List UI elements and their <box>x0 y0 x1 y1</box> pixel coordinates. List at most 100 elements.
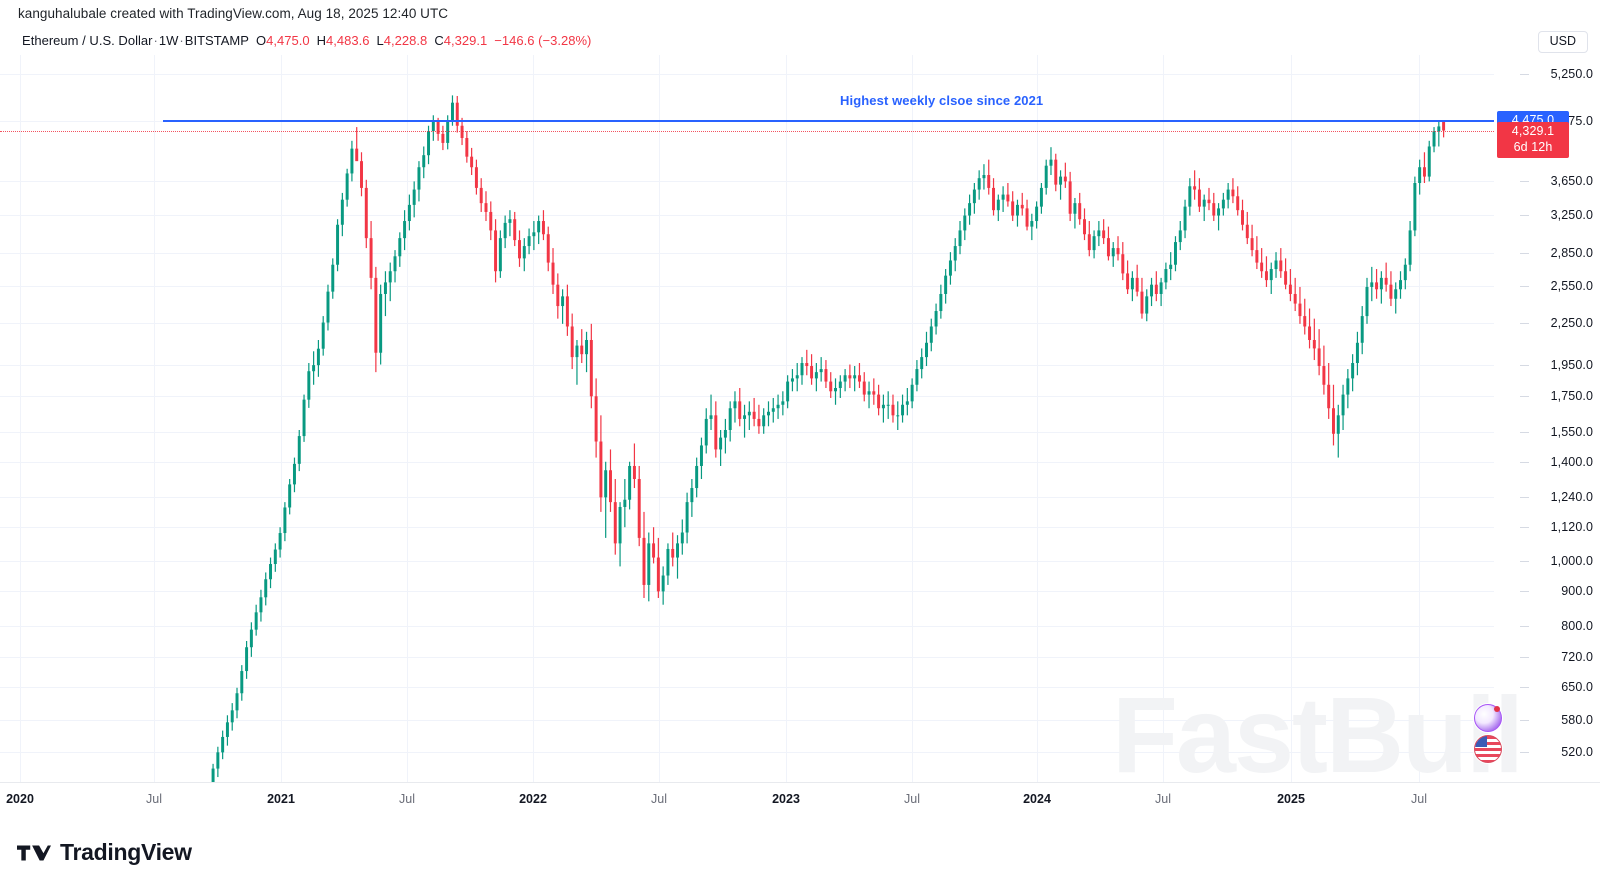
corner-icon-group <box>1474 704 1504 766</box>
chart-annotation-label[interactable]: Highest weekly clsoe since 2021 <box>840 92 1044 108</box>
currency-badge[interactable]: USD <box>1537 31 1588 53</box>
legend-separator-1: · <box>153 33 158 48</box>
candlestick-series <box>211 95 1446 782</box>
gridline-vertical <box>1291 55 1292 782</box>
price-tick-mark <box>1520 560 1529 562</box>
time-axis-label: 2020 <box>6 792 34 806</box>
tradingview-logo-icon <box>17 844 51 861</box>
price-tick-mark <box>1520 720 1529 722</box>
last-price-badge[interactable]: 4,329.1 6d 12h <box>1497 121 1569 159</box>
price-tick-mark <box>1520 431 1529 433</box>
time-axis-label: Jul <box>904 792 920 806</box>
price-axis[interactable]: 5,250.0 4,475.0 3,650.0 3,250.0 2,850.0 2,550… <box>1494 55 1600 782</box>
gridline <box>0 497 1494 499</box>
tradingview-brand[interactable]: TradingView <box>17 839 192 866</box>
legend-high: H4,483.6 <box>317 33 370 48</box>
price-tick-mark <box>1520 364 1529 366</box>
legend-high-label: H <box>316 33 327 48</box>
price-axis-label: 1,550.0 <box>1550 424 1593 439</box>
price-axis-label: 3,250.0 <box>1550 207 1593 222</box>
gridline-vertical <box>281 55 282 782</box>
gridline <box>0 720 1494 722</box>
attribution-text: kanguhalubale created with TradingView.c… <box>18 6 449 21</box>
gridline-vertical <box>786 55 787 782</box>
time-axis-label: 2021 <box>267 792 295 806</box>
price-axis-label: 520.0 <box>1561 745 1593 760</box>
price-tick-mark <box>1520 253 1529 255</box>
price-tick-mark <box>1520 656 1529 658</box>
bar-countdown: 6d 12h <box>1513 140 1553 155</box>
gridline <box>0 364 1494 366</box>
gridline <box>0 461 1494 463</box>
gridline <box>0 431 1494 433</box>
time-axis-label: Jul <box>1155 792 1171 806</box>
gridline <box>0 253 1494 255</box>
legend-low: L4,228.8 <box>377 33 428 48</box>
chart-plot-area[interactable]: Highest weekly clsoe since 2021 <box>0 55 1494 782</box>
horizontal-price-line[interactable] <box>163 119 1494 122</box>
price-axis-label: 1,120.0 <box>1550 520 1593 535</box>
gridline-vertical <box>407 55 408 782</box>
gridline <box>0 396 1494 398</box>
fastbull-watermark: FastBull <box>1111 674 1524 795</box>
gridline-vertical <box>20 55 21 782</box>
price-tick-mark <box>1520 625 1529 627</box>
price-tick-mark <box>1520 322 1529 324</box>
gridline <box>0 285 1494 287</box>
price-tick-mark <box>1520 497 1529 499</box>
legend-high-value: 4,483.6 <box>326 33 370 48</box>
legend-low-value: 4,228.8 <box>383 33 428 48</box>
gridline <box>0 322 1494 324</box>
price-axis-label: 650.0 <box>1561 679 1593 694</box>
gridline <box>0 686 1494 688</box>
gridline <box>0 591 1494 593</box>
price-axis-label: 2,550.0 <box>1550 278 1593 293</box>
gridline-vertical <box>154 55 155 782</box>
gridline <box>0 656 1494 658</box>
legend-close-value: 4,329.1 <box>443 33 488 48</box>
price-axis-label: 1,240.0 <box>1550 490 1593 505</box>
gridline <box>0 214 1494 216</box>
time-axis-label: 2024 <box>1023 792 1051 806</box>
legend-symbol[interactable]: Ethereum / U.S. Dollar <box>22 33 153 48</box>
chart-legend: Ethereum / U.S. Dollar·1W·BITSTAMP O4,475… <box>22 33 591 48</box>
gridline <box>0 625 1494 627</box>
legend-open: O4,475.0 <box>256 33 310 48</box>
gridline-vertical <box>533 55 534 782</box>
price-tick-mark <box>1520 214 1529 216</box>
legend-separator-2: · <box>179 33 184 48</box>
gridline-vertical <box>1419 55 1420 782</box>
gridline <box>0 180 1494 182</box>
time-axis-label: 2022 <box>519 792 547 806</box>
price-tick-mark <box>1520 285 1529 287</box>
price-axis-label: 720.0 <box>1561 649 1593 664</box>
legend-open-label: O <box>255 33 267 48</box>
gridline <box>0 73 1494 75</box>
gridline-vertical <box>1163 55 1164 782</box>
price-axis-label: 3,650.0 <box>1550 173 1593 188</box>
price-tick-mark <box>1520 591 1529 593</box>
legend-interval[interactable]: 1W <box>158 33 179 48</box>
price-axis-label: 800.0 <box>1561 618 1593 633</box>
time-axis[interactable]: 2020 Jul 2021 Jul 2022 Jul 2023 Jul 2024 Jul 2025 J… <box>0 782 1600 819</box>
last-price-dotted-line <box>0 130 1494 132</box>
time-axis-label: Jul <box>146 792 162 806</box>
gridline <box>0 560 1494 562</box>
time-axis-label: 2025 <box>1277 792 1305 806</box>
price-axis-label: 900.0 <box>1561 584 1593 599</box>
price-tick-mark <box>1520 527 1529 529</box>
price-axis-label: 1,750.0 <box>1550 389 1593 404</box>
price-axis-label: 580.0 <box>1561 713 1593 728</box>
price-axis-label: 2,850.0 <box>1550 246 1593 261</box>
time-axis-label: Jul <box>651 792 667 806</box>
ai-assistant-icon[interactable] <box>1474 704 1502 732</box>
price-axis-label: 2,250.0 <box>1550 315 1593 330</box>
legend-low-label: L <box>376 33 384 48</box>
price-tick-mark <box>1520 73 1529 75</box>
us-flag-icon[interactable] <box>1474 735 1502 763</box>
legend-close-label: C <box>434 33 444 48</box>
price-tick-mark <box>1520 686 1529 688</box>
price-axis-label: 1,400.0 <box>1550 454 1593 469</box>
legend-exchange: BITSTAMP <box>184 33 249 48</box>
time-axis-label: 2023 <box>772 792 800 806</box>
